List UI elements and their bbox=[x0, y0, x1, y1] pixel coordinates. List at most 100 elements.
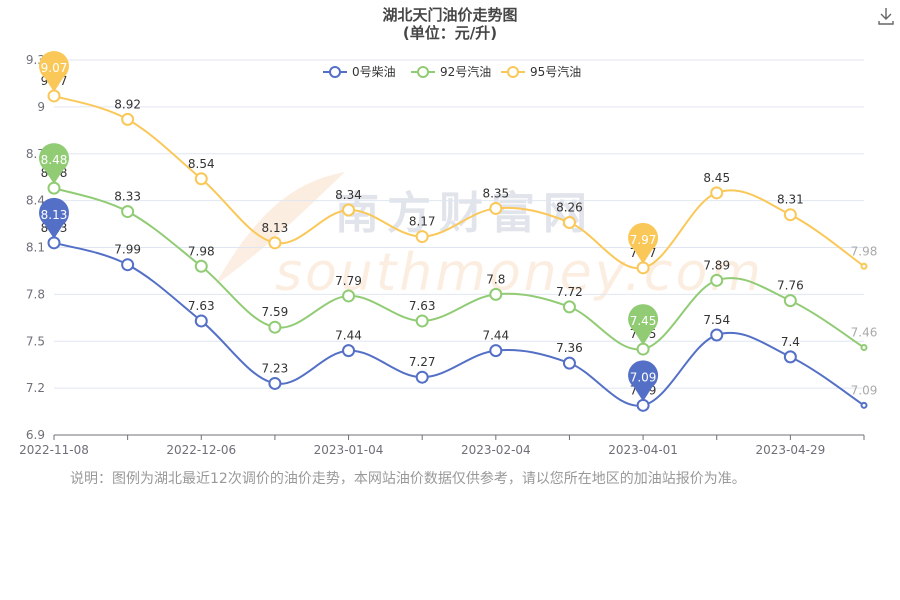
data-label: 7.98 bbox=[851, 244, 878, 258]
download-icon[interactable] bbox=[876, 6, 896, 26]
data-point bbox=[710, 273, 724, 287]
data-label: 7.44 bbox=[335, 329, 362, 343]
x-tick-label: 2023-02-04 bbox=[461, 443, 531, 457]
data-label: 8.26 bbox=[556, 201, 583, 215]
legend-item: 0号柴油 bbox=[323, 65, 396, 79]
data-point bbox=[860, 262, 868, 270]
pin-marker bbox=[628, 304, 659, 346]
pin-marker bbox=[628, 222, 659, 264]
series-2: 9.07 8.92 8.54 8.13 8.34 8.17 8.35 8.26 7.97 8.45… bbox=[39, 50, 878, 275]
y-tick-label: 6.9 bbox=[26, 428, 45, 442]
legend-label: 0号柴油 bbox=[352, 65, 396, 79]
pin-label: 9.07 bbox=[41, 61, 68, 75]
data-point bbox=[783, 208, 797, 222]
pin-marker bbox=[39, 143, 70, 185]
data-label: 7.8 bbox=[486, 272, 505, 286]
data-label: 7.76 bbox=[777, 279, 804, 293]
min-pin: 7.45 bbox=[628, 304, 659, 346]
data-label: 8.31 bbox=[777, 193, 804, 207]
data-label: 8.13 bbox=[262, 221, 289, 235]
data-point bbox=[194, 259, 208, 273]
data-point bbox=[636, 261, 650, 275]
pin-marker bbox=[39, 197, 70, 239]
data-point bbox=[342, 203, 356, 217]
data-label: 7.4 bbox=[781, 335, 800, 349]
x-tick-label: 2023-01-04 bbox=[314, 443, 384, 457]
data-point bbox=[47, 181, 61, 195]
data-point bbox=[121, 258, 135, 272]
legend-item: 95号汽油 bbox=[501, 64, 581, 79]
legend: 0号柴油 92号汽油 95号汽油 bbox=[323, 64, 581, 79]
data-label: 7.63 bbox=[188, 299, 215, 313]
pin-label: 8.13 bbox=[41, 208, 68, 222]
data-label: 7.79 bbox=[335, 274, 362, 288]
data-point bbox=[860, 401, 868, 409]
data-label: 7.63 bbox=[409, 299, 436, 313]
data-label: 8.33 bbox=[114, 190, 141, 204]
data-label: 8.92 bbox=[114, 97, 141, 111]
x-tick-label: 2023-04-01 bbox=[608, 443, 678, 457]
data-point bbox=[121, 112, 135, 126]
x-tick-label: 2023-04-29 bbox=[755, 443, 825, 457]
max-pin: 8.13 bbox=[39, 197, 70, 239]
data-point bbox=[268, 236, 282, 250]
data-label: 8.45 bbox=[703, 171, 730, 185]
data-label: 7.98 bbox=[188, 244, 215, 258]
data-point bbox=[489, 344, 503, 358]
data-point bbox=[268, 320, 282, 334]
min-pin: 7.09 bbox=[628, 360, 659, 402]
data-point bbox=[489, 287, 503, 301]
data-point bbox=[636, 398, 650, 412]
data-label: 7.72 bbox=[556, 285, 583, 299]
max-pin: 8.48 bbox=[39, 143, 70, 185]
data-label: 7.36 bbox=[556, 341, 583, 355]
chart-note: 说明：图例为湖北最近12次调价的油价走势，本网站油价数据仅供参考，请以您所在地区… bbox=[70, 471, 746, 487]
y-tick-label: 8.1 bbox=[26, 241, 45, 255]
legend-label: 92号汽油 bbox=[440, 64, 491, 79]
series-0: 8.13 7.99 7.63 7.23 7.44 7.27 7.44 7.36 7.09 7.54… bbox=[39, 197, 878, 412]
data-point bbox=[562, 300, 576, 314]
legend-symbol bbox=[329, 66, 341, 78]
data-point bbox=[562, 356, 576, 370]
data-label: 7.44 bbox=[482, 329, 509, 343]
y-tick-label: 7.2 bbox=[26, 381, 45, 395]
data-label: 7.09 bbox=[851, 383, 878, 397]
data-point bbox=[710, 328, 724, 342]
watermark-text-en: southmoney.com bbox=[275, 243, 764, 303]
data-point bbox=[268, 376, 282, 390]
data-label: 7.23 bbox=[262, 361, 289, 375]
data-label: 8.35 bbox=[482, 186, 509, 200]
pin-marker bbox=[628, 360, 659, 402]
data-label: 7.46 bbox=[851, 326, 878, 340]
data-point bbox=[783, 294, 797, 308]
data-label: 7.54 bbox=[703, 313, 730, 327]
data-point bbox=[489, 201, 503, 215]
data-point bbox=[194, 172, 208, 186]
data-point bbox=[415, 314, 429, 328]
data-point bbox=[121, 205, 135, 219]
legend-symbol bbox=[417, 66, 429, 78]
y-tick-label: 9 bbox=[37, 100, 45, 114]
pin-label: 7.45 bbox=[630, 314, 657, 328]
data-point bbox=[342, 289, 356, 303]
data-point bbox=[47, 236, 61, 250]
pin-label: 7.97 bbox=[630, 233, 657, 247]
data-point bbox=[194, 314, 208, 328]
data-point bbox=[47, 89, 61, 103]
chart-subtitle: (单位：元/升) bbox=[402, 24, 498, 42]
pin-label: 8.48 bbox=[41, 153, 68, 167]
data-point bbox=[860, 344, 868, 351]
data-point bbox=[415, 230, 429, 244]
data-point bbox=[710, 186, 724, 200]
chart-title: 湖北天门油价走势图 bbox=[382, 6, 518, 24]
data-label: 7.59 bbox=[262, 305, 289, 319]
y-tick-label: 7.8 bbox=[26, 287, 45, 301]
data-point bbox=[783, 350, 797, 364]
x-tick-label: 2022-11-08 bbox=[19, 443, 89, 457]
series-1: 8.48 8.33 7.98 7.59 7.79 7.63 7.8 7.72 7.45 7.89 7… bbox=[39, 143, 878, 356]
legend-label: 95号汽油 bbox=[530, 64, 581, 79]
legend-item: 92号汽油 bbox=[411, 64, 491, 79]
pin-label: 7.09 bbox=[630, 370, 657, 384]
